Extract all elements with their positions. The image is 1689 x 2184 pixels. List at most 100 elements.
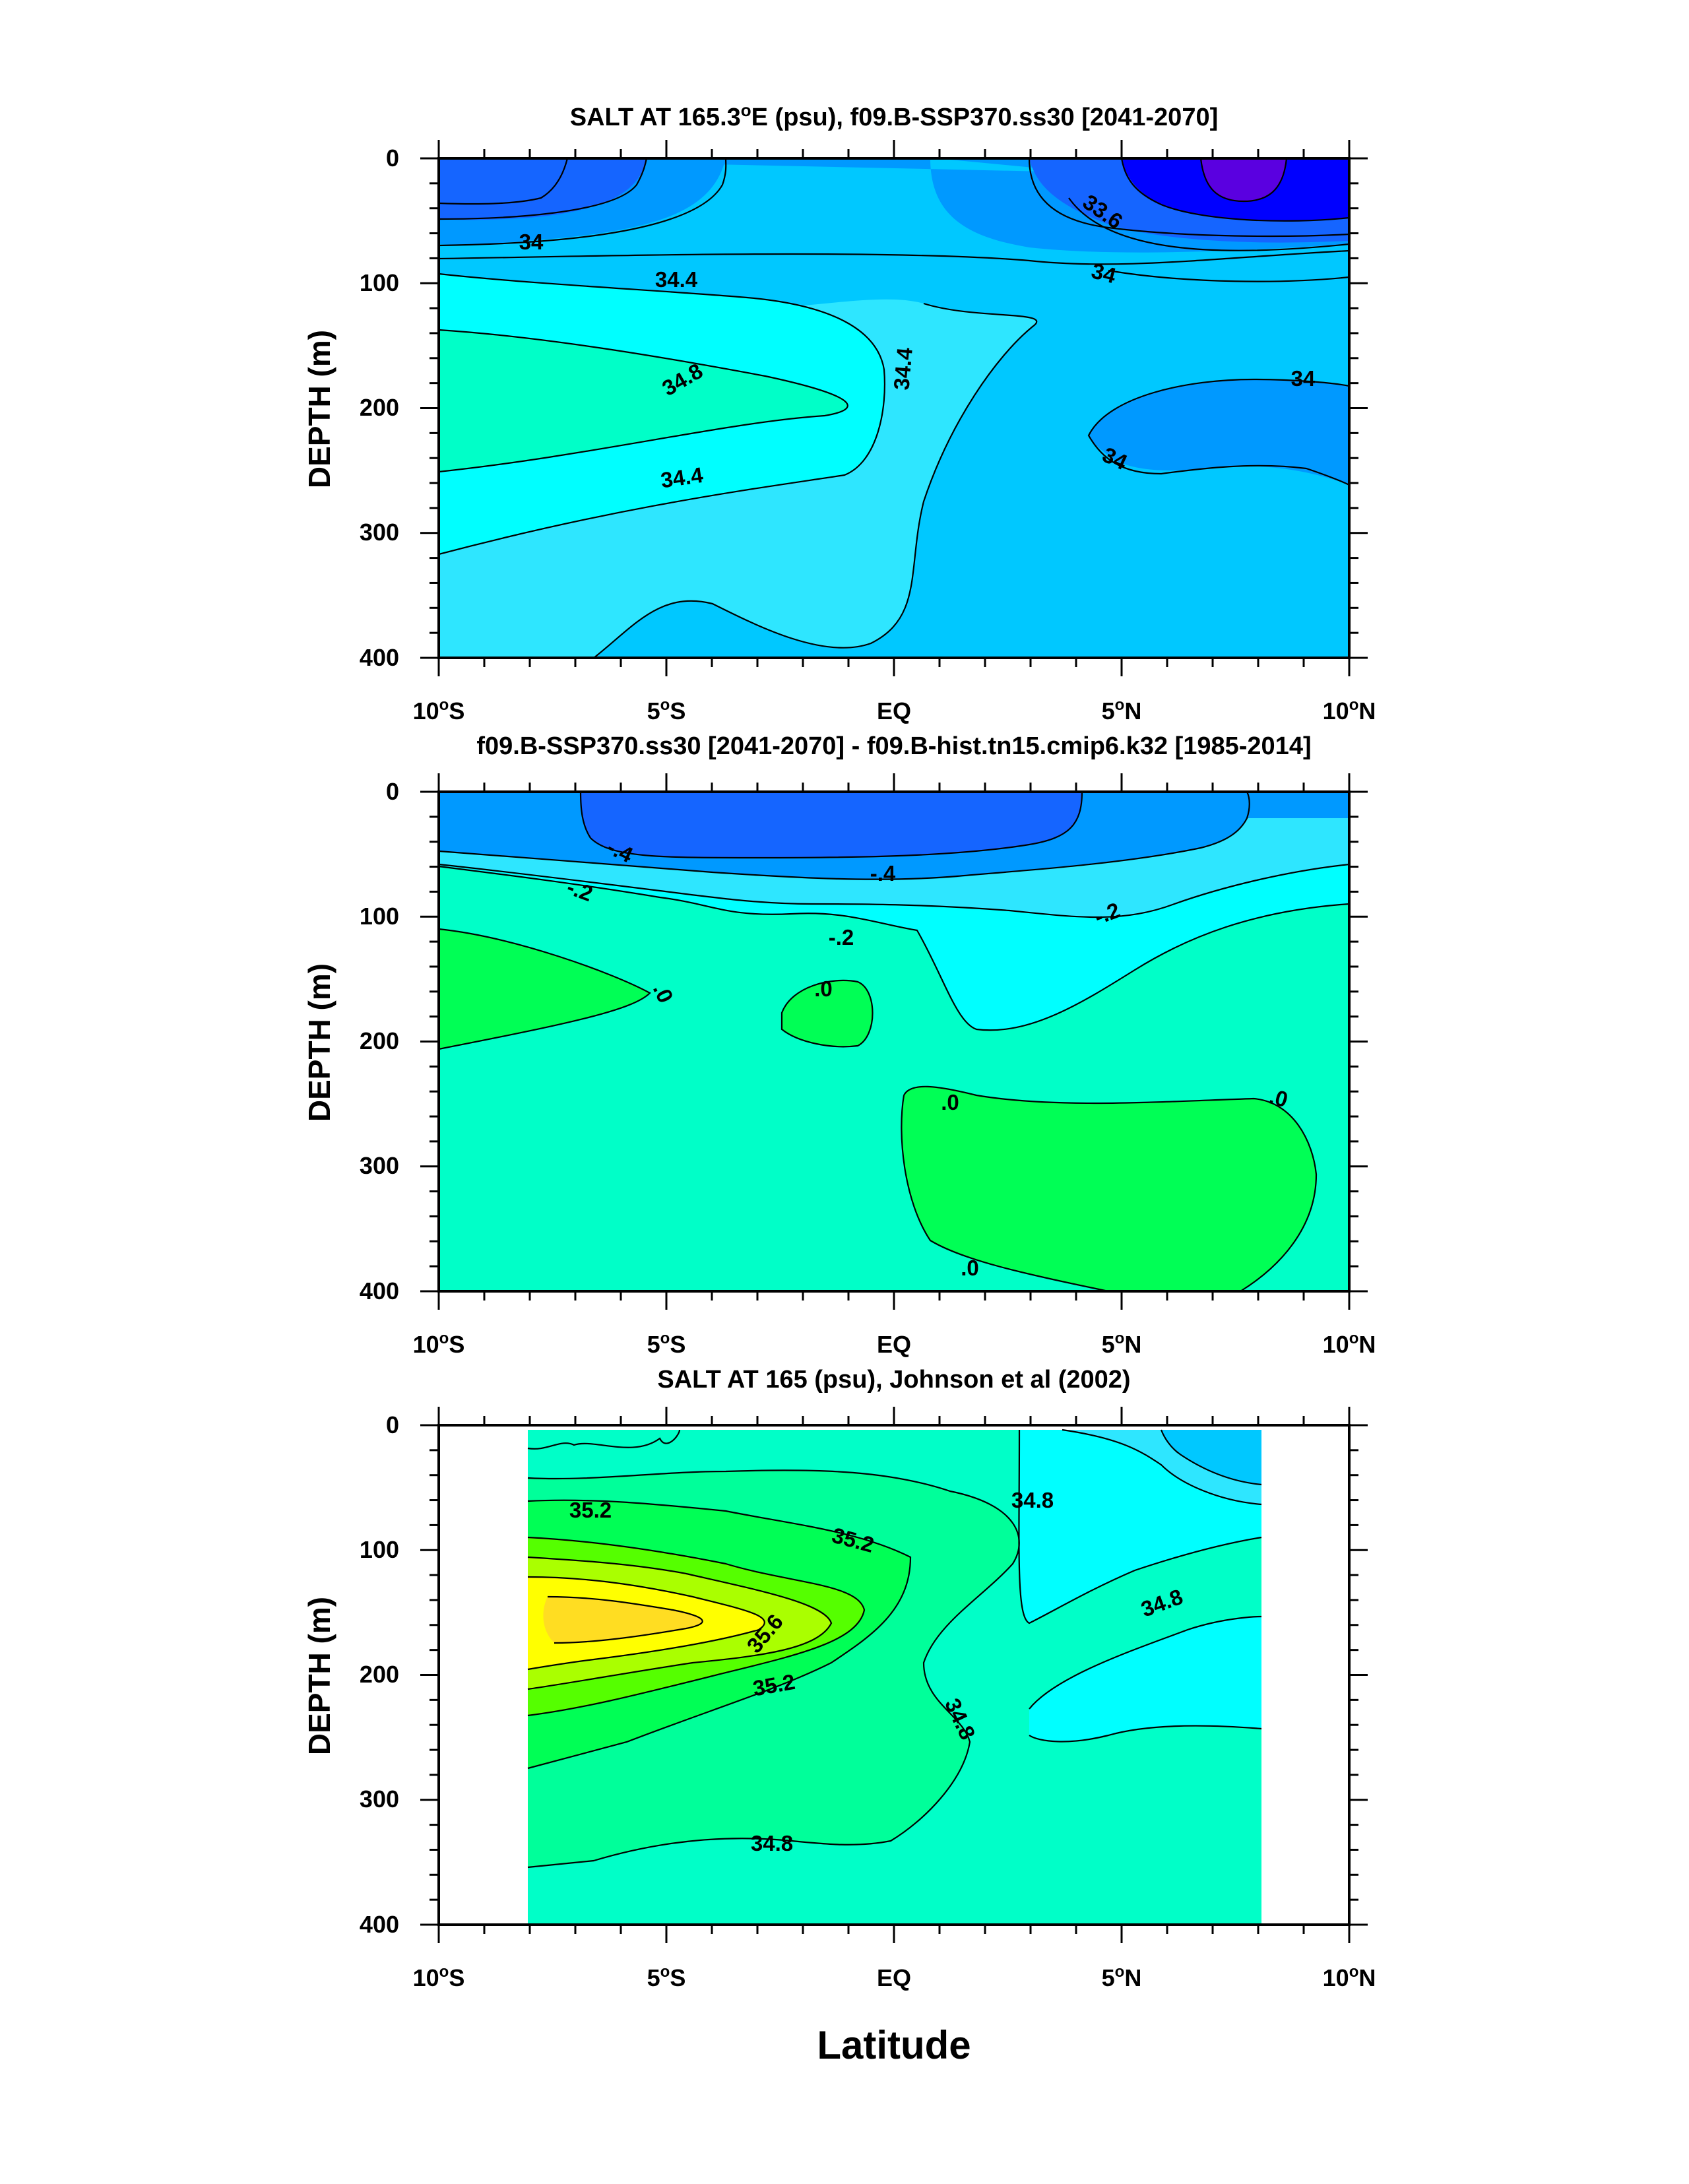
- x-tick-label: 10oS: [413, 1963, 465, 1991]
- fill-region: [782, 980, 873, 1047]
- contour-line: [527, 1429, 681, 1450]
- x-axis-label: Latitude: [817, 2023, 971, 2067]
- contour-line: [1068, 197, 1349, 251]
- contour-line: [439, 865, 1349, 1031]
- contour-line: [547, 1595, 703, 1644]
- contour-label: 34.4: [659, 463, 705, 493]
- contour-line: [527, 1536, 866, 1717]
- x-tick-label: EQ: [877, 1331, 911, 1358]
- panel-1-x-tick-labels: 10oS 5oS EQ 5oN 10oN: [413, 696, 1376, 724]
- contour-label: 34.4: [889, 346, 917, 391]
- contour-line: [1199, 158, 1288, 203]
- contour-line: [593, 302, 1038, 658]
- fill-region: [1201, 158, 1287, 201]
- x-tick-label: 5oS: [647, 1963, 686, 1991]
- y-tick-label: 0: [386, 1411, 399, 1438]
- panel-1-title: SALT AT 165.3oE (psu), f09.B-SSP370.ss30…: [570, 100, 1219, 131]
- contour-label: 34: [1291, 366, 1316, 391]
- y-tick-label: 300: [360, 1785, 399, 1813]
- x-tick-label: 5oS: [647, 696, 686, 724]
- contour-line: [579, 792, 1083, 859]
- contour-label: 34.8: [751, 1831, 793, 1855]
- y-tick-label: 100: [360, 903, 399, 930]
- panel-1: SALT AT 165.3oE (psu), f09.B-SSP370.ss30…: [302, 100, 1376, 724]
- contour-line: [901, 1085, 1318, 1291]
- contour-line: [439, 329, 848, 473]
- contour-line: [1028, 158, 1349, 238]
- panel-1-y-axis-label: DEPTH (m): [302, 330, 336, 488]
- panel-3-fills: [439, 1425, 1349, 1925]
- contour-line: [1029, 1725, 1262, 1743]
- panel-3-x-tick-labels: 10oS 5oS EQ 5oN 10oN: [413, 1963, 1376, 1991]
- fill-region: [439, 929, 650, 1049]
- fill-region: [439, 158, 567, 215]
- contour-line: [439, 273, 885, 556]
- x-tick-label: 10oN: [1323, 696, 1376, 724]
- contour-line: [439, 158, 569, 205]
- x-tick-label: 10oS: [413, 696, 465, 724]
- contour-label: .0: [941, 1090, 959, 1114]
- panel-1-ticks: [420, 140, 1368, 676]
- contour-label: -.2: [829, 925, 854, 949]
- fill-region: [901, 1086, 1316, 1291]
- y-tick-label: 400: [360, 1277, 399, 1304]
- contour-label: .0: [961, 1256, 979, 1280]
- contour-label: 34.8: [1011, 1488, 1054, 1512]
- panel-2-x-tick-labels: 10oS 5oS EQ 5oN 10oN: [413, 1330, 1376, 1358]
- x-tick-label: EQ: [877, 697, 911, 724]
- contour-label: 34: [519, 230, 544, 254]
- contour-label: .0: [814, 977, 833, 1001]
- panel-2-y-axis-label: DEPTH (m): [302, 963, 336, 1122]
- contour-line: [1160, 1429, 1262, 1486]
- contour-line: [1029, 1615, 1262, 1710]
- y-tick-label: 200: [360, 1027, 399, 1054]
- contour-label: -.4: [870, 861, 896, 885]
- contour-line: [781, 979, 874, 1048]
- y-tick-label: 400: [360, 644, 399, 671]
- x-tick-label: 5oS: [647, 1330, 686, 1358]
- contour-line: [439, 158, 648, 220]
- x-tick-label: 10oN: [1323, 1330, 1376, 1358]
- panel-3-ticks: [420, 1407, 1368, 1943]
- y-tick-label: 100: [360, 269, 399, 296]
- y-tick-label: 400: [360, 1911, 399, 1938]
- panel-1-y-tick-labels: 0 100 200 300 400: [360, 145, 399, 671]
- x-tick-label: 5oN: [1102, 1963, 1142, 1991]
- panel-3-y-axis-label: DEPTH (m): [302, 1597, 336, 1755]
- panel-2-title: f09.B-SSP370.ss30 [2041-2070] - f09.B-hi…: [476, 732, 1311, 760]
- panel-3-y-tick-labels: 0 100 200 300 400: [360, 1411, 399, 1938]
- fill-region: [581, 792, 1082, 858]
- contour-line: [527, 1556, 833, 1690]
- contour-line: [1018, 1429, 1262, 1624]
- y-tick-label: 0: [386, 145, 399, 172]
- panel-3: SALT AT 165 (psu), Johnson et al (2002): [302, 1366, 1376, 1991]
- panel-2-y-tick-labels: 0 100 200 300 400: [360, 778, 399, 1304]
- contour-line: [439, 928, 651, 1050]
- contour-line: [439, 863, 1349, 918]
- y-tick-label: 200: [360, 394, 399, 421]
- y-tick-label: 300: [360, 1152, 399, 1179]
- panel-2-fills: [439, 792, 1349, 1291]
- y-tick-label: 0: [386, 778, 399, 805]
- contour-line: [1120, 158, 1349, 222]
- contour-line: [1108, 269, 1349, 282]
- x-tick-label: 5oN: [1102, 1330, 1142, 1358]
- fill-region: [1161, 1430, 1261, 1485]
- panel-1-fills: [439, 158, 1349, 658]
- x-tick-label: 5oN: [1102, 696, 1142, 724]
- x-tick-label: 10oN: [1323, 1963, 1376, 1991]
- x-tick-label: EQ: [877, 1964, 911, 1991]
- contour-line: [527, 1499, 912, 1770]
- contour-line: [527, 1576, 765, 1671]
- y-tick-label: 100: [360, 1536, 399, 1563]
- fill-region: [1029, 1617, 1261, 1742]
- y-tick-label: 300: [360, 519, 399, 546]
- contour-label: 34.4: [655, 267, 698, 292]
- panel-3-title: SALT AT 165 (psu), Johnson et al (2002): [657, 1366, 1130, 1394]
- contour-line: [1087, 378, 1349, 486]
- x-tick-label: 10oS: [413, 1330, 465, 1358]
- fill-region: [439, 330, 848, 472]
- panel-2: f09.B-SSP370.ss30 [2041-2070] - f09.B-hi…: [302, 732, 1376, 1358]
- panel-2-ticks: [420, 773, 1368, 1310]
